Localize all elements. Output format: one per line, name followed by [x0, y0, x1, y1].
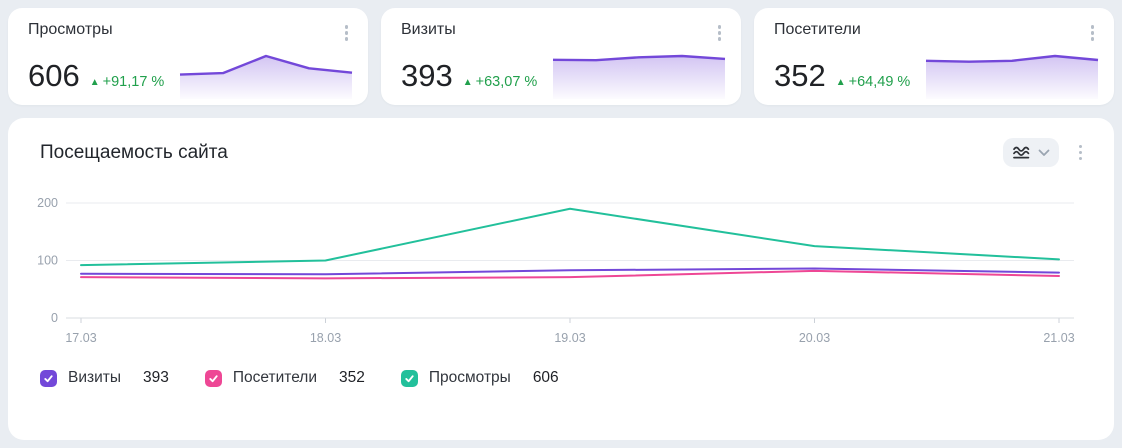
kpi-delta-text: +91,17 %	[102, 73, 165, 90]
series-line-Визиты	[80, 267, 1060, 276]
series-line-Посетители	[80, 269, 1060, 280]
x-axis-label: 18.03	[310, 331, 341, 345]
legend-checkbox[interactable]	[40, 369, 57, 387]
legend-value: 393	[143, 369, 169, 386]
legend-item-Посетители[interactable]: Посетители 352	[204, 369, 365, 387]
kpi-value-block: 393 ▲ +63,07 %	[401, 60, 553, 99]
checkmark-icon	[209, 374, 218, 382]
kpi-card-views: Просмотры 606 ▲ +91,17 %	[8, 8, 368, 105]
traffic-widget: Посещаемость сайта 0 100 200 17.03 18.03 19.0…	[8, 118, 1114, 440]
legend-label: Просмотры	[428, 369, 511, 386]
kpi-card-header: Посетители	[774, 21, 1098, 45]
kpi-delta-text: +63,07 %	[475, 73, 538, 90]
kpi-title: Просмотры	[28, 21, 113, 38]
kpi-card-header: Просмотры	[28, 21, 352, 45]
kebab-menu-icon[interactable]	[341, 21, 353, 45]
legend-item-Визиты[interactable]: Визиты 393	[40, 369, 169, 387]
traffic-widget-header: Посещаемость сайта	[36, 138, 1086, 167]
checkmark-icon	[44, 374, 53, 382]
y-axis-label: 200	[37, 196, 58, 210]
kpi-delta: ▲ +64,49 %	[836, 74, 911, 90]
x-axis-label: 17.03	[65, 331, 96, 345]
legend-label: Визиты	[68, 369, 122, 386]
traffic-line-chart: 0 100 200 17.03 18.03 19.03 20.03 21.03	[37, 196, 1075, 345]
kpi-value-block: 606 ▲ +91,17 %	[28, 60, 180, 99]
sparkline-chart	[552, 54, 726, 99]
legend-value: 606	[532, 369, 559, 386]
sparkline-chart	[179, 54, 353, 99]
kebab-menu-icon[interactable]	[714, 21, 726, 45]
checkmark-icon	[405, 374, 414, 382]
sparkline-line	[552, 54, 726, 61]
kpi-card-visits: Визиты 393 ▲ +63,07 %	[381, 8, 741, 105]
kpi-card-body: 606 ▲ +91,17 %	[28, 51, 353, 99]
kebab-menu-icon[interactable]	[1075, 141, 1087, 165]
triangle-up-icon: ▲	[835, 76, 846, 88]
legend-checkbox[interactable]	[400, 369, 418, 387]
kpi-value: 606	[28, 57, 80, 93]
kpi-card-visitors: Посетители 352 ▲ +64,49 %	[754, 8, 1114, 105]
kpi-delta: ▲ +91,17 %	[90, 74, 165, 90]
sparkline-area	[926, 55, 1098, 99]
chart-legend: Визиты 393 Посетители 352 Просмотры 606	[40, 369, 1086, 387]
legend-label: Посетители	[232, 369, 317, 386]
y-axis-label: 100	[37, 254, 58, 268]
sparkline-area	[553, 55, 725, 99]
kpi-delta: ▲ +63,07 %	[463, 74, 538, 90]
chevron-down-icon	[1038, 149, 1049, 156]
legend-checkbox[interactable]	[204, 369, 222, 387]
kebab-menu-icon[interactable]	[1087, 21, 1099, 45]
kpi-card-header: Визиты	[401, 21, 725, 45]
x-axis-label: 21.03	[1043, 331, 1074, 345]
metrica-dashboard: Просмотры 606 ▲ +91,17 % Визиты 393 ▲ +63,…	[8, 8, 1114, 440]
widget-controls	[1002, 138, 1087, 167]
x-axis-label: 19.03	[554, 331, 585, 345]
legend-item-Просмотры[interactable]: Просмотры 606	[400, 369, 559, 387]
triangle-up-icon: ▲	[89, 76, 100, 88]
chart-type-selector[interactable]	[1002, 138, 1059, 167]
x-axis-label: 20.03	[799, 331, 830, 345]
series-line-Просмотры	[80, 207, 1060, 267]
kpi-cards-row: Просмотры 606 ▲ +91,17 % Визиты 393 ▲ +63,…	[8, 8, 1114, 105]
kpi-value-block: 352 ▲ +64,49 %	[774, 60, 926, 99]
sparkline-line	[179, 54, 353, 76]
sparkline-area	[180, 55, 352, 99]
legend-value: 352	[339, 369, 365, 386]
line-chart-type-icon	[1012, 146, 1029, 159]
kpi-card-body: 393 ▲ +63,07 %	[401, 51, 726, 99]
kpi-title: Посетители	[774, 21, 861, 38]
kpi-card-body: 352 ▲ +64,49 %	[774, 51, 1099, 99]
kpi-title: Визиты	[401, 21, 456, 38]
widget-title: Посещаемость сайта	[40, 141, 228, 163]
sparkline-line	[925, 54, 1099, 63]
triangle-up-icon: ▲	[462, 76, 473, 88]
kpi-delta-text: +64,49 %	[848, 73, 911, 90]
kpi-value: 352	[774, 57, 826, 93]
kpi-value: 393	[401, 57, 453, 93]
sparkline-chart	[925, 54, 1099, 99]
y-axis-label: 0	[51, 311, 58, 325]
